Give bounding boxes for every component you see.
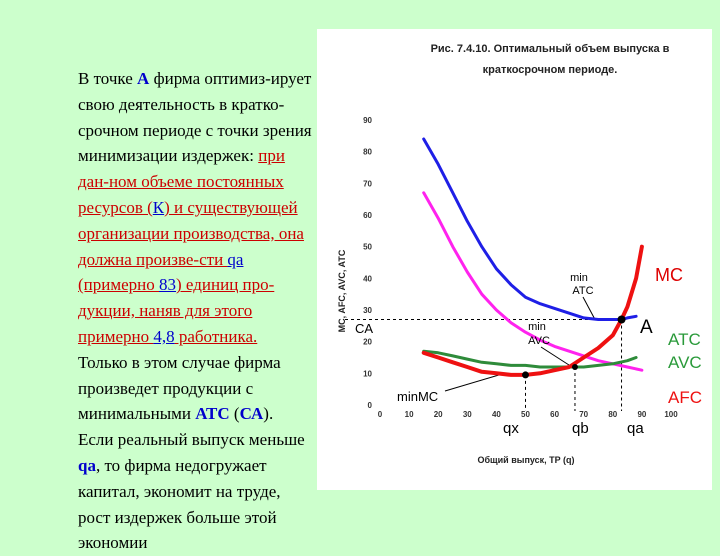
min-avc-label-1: min — [528, 321, 546, 333]
min-avc-label-2: AVC — [528, 335, 550, 347]
avc-label: AVC — [668, 353, 702, 372]
avc-curve — [422, 349, 638, 369]
min-atc-label-2: ATC — [572, 285, 593, 297]
ca-label: CA — [355, 321, 373, 336]
chart-title-line-1: Рис. 7.4.10. Оптимальный объем выпуска в — [431, 43, 670, 55]
y-tick-label: 70 — [363, 179, 372, 188]
value-4-8: 4,8 — [153, 326, 175, 346]
x-tick-label: 60 — [550, 410, 559, 419]
y-tick-label: 90 — [363, 116, 372, 125]
text: В точке — [78, 69, 138, 88]
min-mc-marker — [522, 371, 529, 379]
x-tick-label: 90 — [637, 410, 646, 419]
min-mc-pointer — [444, 373, 503, 392]
cost-curves-chart: Рис. 7.4.10. Оптимальный объем выпуска в… — [337, 43, 702, 465]
explanation-text: В точке А фирма оптимиз-ирует свою деяте… — [6, 66, 316, 556]
x-tick-label: 80 — [608, 410, 617, 419]
min-avc-marker — [571, 364, 578, 370]
x-tick-label: 20 — [434, 410, 443, 419]
qa-term: qa — [78, 455, 96, 475]
text: фирма оптимиз-ирует свою деятельность в … — [78, 69, 312, 166]
point-a-label: A — [640, 317, 653, 338]
text: , то фирма недогружает капитал, экономит… — [78, 455, 281, 553]
min-mc-label: minMC — [397, 389, 438, 404]
markers — [522, 315, 626, 379]
afc-curve — [422, 191, 644, 372]
paragraph-2: Только в этом случае фирма произведет пр… — [6, 350, 316, 427]
point-a-marker — [617, 315, 626, 324]
min-atc-pointer — [582, 296, 596, 320]
qb-label: qb — [572, 420, 589, 437]
text: Только в этом случае фирма произведет пр… — [78, 352, 281, 424]
afc-label: AFC — [668, 388, 702, 407]
paragraph-3: Если реальный выпуск меньше qa, то фирма… — [6, 427, 316, 556]
y-tick-label: 40 — [363, 274, 372, 283]
highlight-text: (примерно — [78, 275, 160, 295]
x-axis-label: Общий выпуск, TP (q) — [478, 455, 575, 465]
qa-label: qa — [627, 420, 644, 437]
y-tick-label: 50 — [363, 243, 372, 252]
highlight-text: ) и существующей организации производств… — [78, 197, 304, 269]
y-tick-label: 0 — [368, 401, 373, 410]
min-avc-pointer — [540, 346, 573, 368]
x-tick-label: 10 — [405, 410, 414, 419]
qx-label: qx — [503, 420, 519, 437]
highlight-text: ) единиц про-дукции, наняв для этого при… — [78, 275, 275, 346]
x-tick-label: 0 — [378, 410, 383, 419]
atc-term: АТС — [195, 404, 230, 424]
atc-curve — [422, 137, 638, 321]
x-tick-label: 70 — [579, 410, 588, 419]
qa-symbol: qa — [227, 249, 244, 269]
x-tick-label: 50 — [521, 410, 530, 419]
atc-label: ATC — [668, 330, 701, 349]
capital-symbol: К — [152, 197, 165, 217]
y-tick-label: 60 — [363, 211, 372, 220]
highlight-text: при дан-ном объеме постоянных ресурсов ( — [78, 146, 285, 217]
y-axis-label: MC, AFC, AVC, ATC — [337, 249, 347, 332]
paragraph-1: В точке А фирма оптимиз-ирует свою деяте… — [6, 66, 316, 350]
x-tick-label: 30 — [463, 410, 472, 419]
x-tick-label: 40 — [492, 410, 501, 419]
text: ( — [229, 404, 240, 424]
axes: 0 10 20 30 40 50 60 70 80 90 0 10 20 30 40 50 60 70 80 90 10… — [363, 116, 678, 419]
chart-title-line-2: краткосрочном периоде. — [483, 64, 618, 76]
ca-term: СА — [239, 404, 264, 424]
x-tick-label: 100 — [664, 410, 678, 419]
y-tick-label: 10 — [363, 369, 372, 378]
highlight-text: работника. — [174, 326, 258, 346]
text: Если реальный выпуск меньше — [78, 430, 305, 450]
guide-lines — [345, 296, 623, 411]
y-tick-label: 20 — [363, 338, 372, 347]
value-83: 83 — [159, 275, 177, 295]
y-tick-label: 80 — [363, 148, 372, 157]
y-tick-label: 30 — [363, 306, 372, 315]
text: ). — [263, 404, 274, 424]
chart-panel: Рис. 7.4.10. Оптимальный объем выпуска в… — [317, 29, 712, 490]
min-atc-label-1: min — [570, 272, 588, 284]
point-a-label: А — [137, 69, 150, 88]
mc-label: MC — [655, 265, 683, 285]
